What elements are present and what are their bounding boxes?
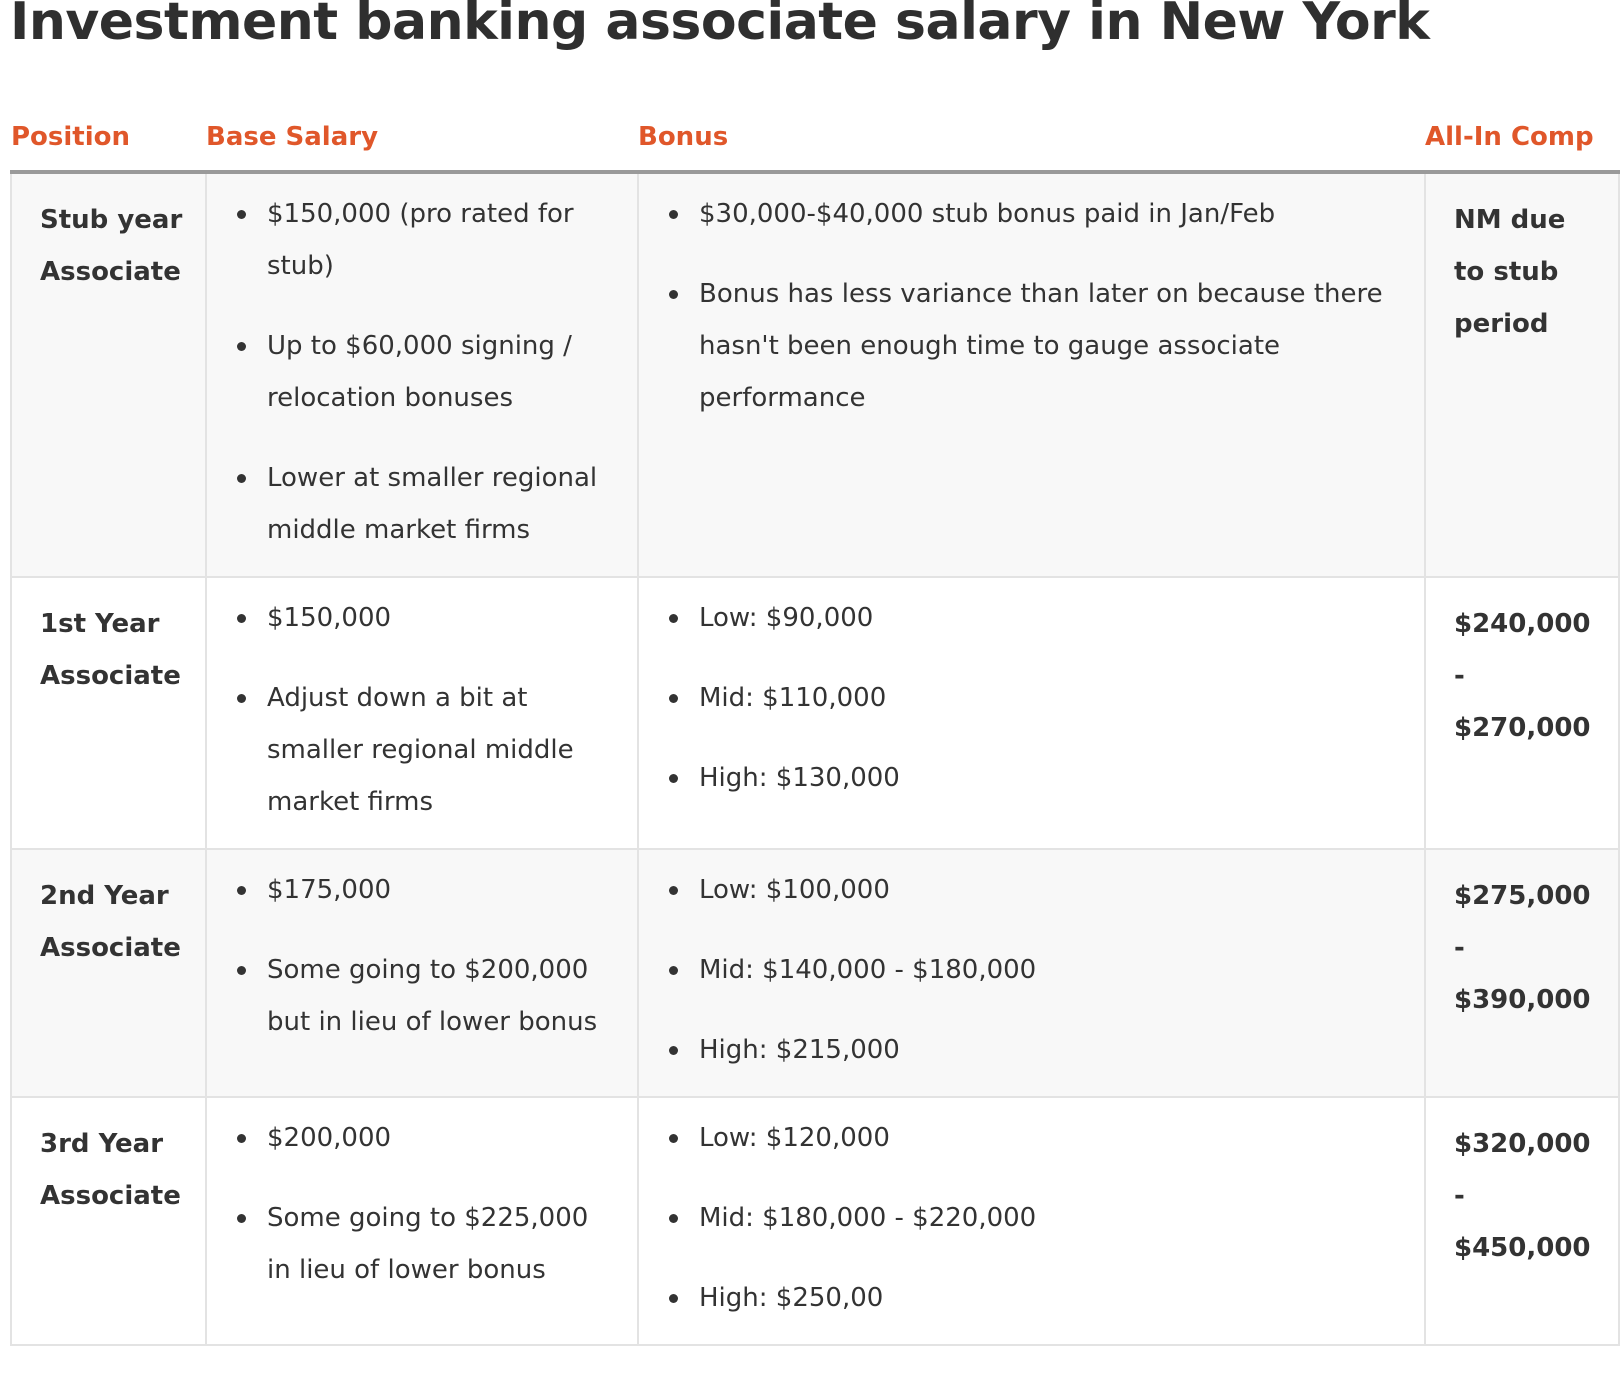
table-row: 2nd Year Associate $175,000 Some going t… (10, 848, 1620, 1098)
position-line: 3rd Year (40, 1129, 164, 1159)
list-item: Low: $120,000 (669, 1112, 1406, 1164)
position-line: Stub year (40, 205, 183, 235)
bonus-list: Low: $120,000 Mid: $180,000 - $220,000 H… (639, 1112, 1406, 1324)
base-salary-list: $150,000 (pro rated for stub) Up to $60,… (207, 188, 619, 556)
base-salary-cell: $200,000 Some going to $225,000 in lieu … (205, 1096, 639, 1346)
header-bonus: Bonus (638, 110, 1425, 174)
position-line: 1st Year (40, 609, 160, 639)
list-item: High: $215,000 (669, 1024, 1406, 1076)
all-in-comp-cell: $275,000 - $390,000 (1424, 848, 1620, 1098)
bonus-cell: Low: $100,000 Mid: $140,000 - $180,000 H… (637, 848, 1426, 1098)
all-in-line: $320,000 (1454, 1129, 1591, 1159)
position-cell: 1st Year Associate (10, 576, 207, 850)
all-in-line: $270,000 (1454, 713, 1591, 743)
salary-table: Position Base Salary Bonus All-In Comp S… (10, 110, 1620, 1346)
bonus-cell: $30,000-$40,000 stub bonus paid in Jan/F… (637, 171, 1426, 578)
list-item: Low: $100,000 (669, 864, 1406, 916)
position-line: 2nd Year (40, 881, 169, 911)
all-in-line: to stub (1454, 257, 1559, 287)
all-in-line: $275,000 (1454, 881, 1591, 911)
list-item: Up to $60,000 signing / relocation bonus… (237, 320, 619, 424)
list-item: $150,000 (pro rated for stub) (237, 188, 619, 292)
position-line: Associate (40, 257, 181, 287)
base-salary-list: $150,000 Adjust down a bit at smaller re… (207, 592, 619, 828)
table-row: 1st Year Associate $150,000 Adjust down … (10, 576, 1620, 850)
base-salary-list: $200,000 Some going to $225,000 in lieu … (207, 1112, 619, 1296)
list-item: Some going to $200,000 but in lieu of lo… (237, 944, 619, 1048)
list-item: $150,000 (237, 592, 619, 644)
table-row: Stub year Associate $150,000 (pro rated … (10, 171, 1620, 578)
all-in-comp-cell: NM due to stub period (1424, 171, 1620, 578)
list-item: High: $130,000 (669, 752, 1406, 804)
list-item: Adjust down a bit at smaller regional mi… (237, 672, 619, 828)
header-all-in-comp: All-In Comp (1425, 110, 1619, 174)
all-in-line: $390,000 (1454, 985, 1591, 1015)
table-row: 3rd Year Associate $200,000 Some going t… (10, 1096, 1620, 1346)
list-item: Lower at smaller regional middle market … (237, 452, 619, 556)
base-salary-cell: $150,000 Adjust down a bit at smaller re… (205, 576, 639, 850)
base-salary-list: $175,000 Some going to $200,000 but in l… (207, 864, 619, 1048)
list-item: $30,000-$40,000 stub bonus paid in Jan/F… (669, 188, 1406, 240)
list-item: $175,000 (237, 864, 619, 916)
position-line: Associate (40, 661, 181, 691)
position-cell: Stub year Associate (10, 171, 207, 578)
all-in-line: $450,000 (1454, 1233, 1591, 1263)
position-line: Associate (40, 1181, 181, 1211)
position-cell: 3rd Year Associate (10, 1096, 207, 1346)
page-title: Investment banking associate salary in N… (10, 0, 1430, 52)
list-item: Bonus has less variance than later on be… (669, 268, 1406, 424)
all-in-line: - (1454, 661, 1465, 691)
list-item: $200,000 (237, 1112, 619, 1164)
position-line: Associate (40, 933, 181, 963)
all-in-line: $240,000 (1454, 609, 1591, 639)
all-in-comp-cell: $320,000 - $450,000 (1424, 1096, 1620, 1346)
header-base-salary: Base Salary (206, 110, 638, 174)
all-in-comp-cell: $240,000 - $270,000 (1424, 576, 1620, 850)
position-cell: 2nd Year Associate (10, 848, 207, 1098)
list-item: Mid: $180,000 - $220,000 (669, 1192, 1406, 1244)
list-item: Mid: $110,000 (669, 672, 1406, 724)
all-in-line: NM due (1454, 205, 1566, 235)
bonus-cell: Low: $90,000 Mid: $110,000 High: $130,00… (637, 576, 1426, 850)
base-salary-cell: $175,000 Some going to $200,000 but in l… (205, 848, 639, 1098)
bonus-list: Low: $90,000 Mid: $110,000 High: $130,00… (639, 592, 1406, 804)
base-salary-cell: $150,000 (pro rated for stub) Up to $60,… (205, 171, 639, 578)
bonus-cell: Low: $120,000 Mid: $180,000 - $220,000 H… (637, 1096, 1426, 1346)
bonus-list: Low: $100,000 Mid: $140,000 - $180,000 H… (639, 864, 1406, 1076)
all-in-line: period (1454, 309, 1549, 339)
table-header-row: Position Base Salary Bonus All-In Comp (11, 110, 1619, 174)
list-item: High: $250,00 (669, 1272, 1406, 1324)
header-position: Position (11, 110, 206, 174)
all-in-line: - (1454, 933, 1465, 963)
list-item: Low: $90,000 (669, 592, 1406, 644)
all-in-line: - (1454, 1181, 1465, 1211)
bonus-list: $30,000-$40,000 stub bonus paid in Jan/F… (639, 188, 1406, 424)
list-item: Some going to $225,000 in lieu of lower … (237, 1192, 619, 1296)
list-item: Mid: $140,000 - $180,000 (669, 944, 1406, 996)
